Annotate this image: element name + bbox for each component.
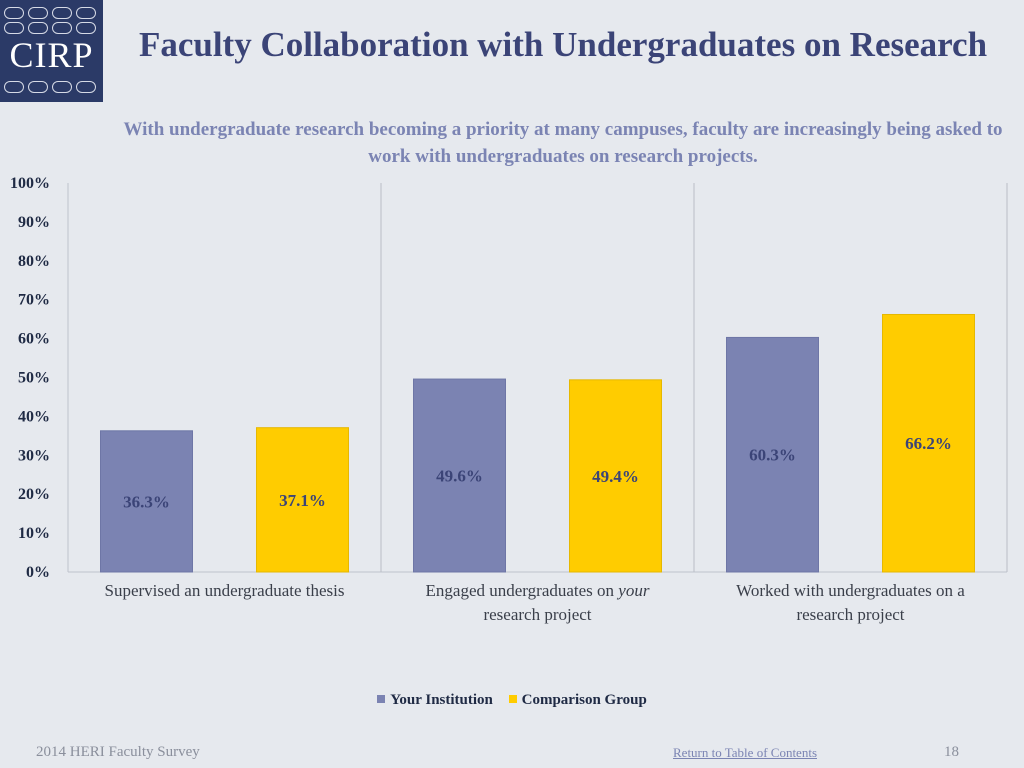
data-label: 66.2% — [905, 434, 952, 453]
bar-institution — [726, 336, 819, 573]
data-label: 49.6% — [436, 467, 483, 486]
legend-label-comparison: Comparison Group — [521, 692, 647, 708]
bar-chart: 0% 10% 20% 30% 40% 50% 60% 70% 80% 90% 100% 36.3% 37… — [10, 175, 1008, 624]
y-tick-label: 30% — [18, 447, 50, 464]
legend-swatch-institution — [377, 694, 386, 703]
page-number: 18 — [944, 744, 959, 760]
y-tick-label: 90% — [18, 214, 50, 231]
x-category-label: Engaged undergraduates on your research p… — [426, 581, 650, 624]
legend-item-comparison: Comparison Group — [508, 692, 647, 709]
cirp-logo: CIRP — [0, 0, 103, 102]
table-of-contents-link[interactable]: Return to Table of Contents — [673, 745, 817, 760]
y-tick-label: 20% — [18, 486, 50, 503]
bar-comparison — [882, 313, 975, 573]
y-tick-label: 60% — [18, 331, 50, 348]
legend-item-institution: Your Institution — [377, 692, 493, 709]
data-label: 36.3% — [123, 492, 170, 511]
y-tick-label: 70% — [18, 292, 50, 309]
bar-comparison — [569, 379, 662, 573]
chart-legend: Your Institution Comparison Group — [0, 692, 1024, 709]
bar-comparison — [256, 427, 349, 573]
page-title: Faculty Collaboration with Undergraduate… — [138, 25, 988, 64]
y-tick-label: 10% — [18, 525, 50, 542]
y-tick-label: 50% — [18, 370, 50, 387]
legend-swatch-comparison — [508, 694, 517, 703]
page-subtitle: With undergraduate research becoming a p… — [123, 119, 1003, 167]
y-tick-label: 40% — [18, 408, 50, 425]
logo-text: CIRP — [9, 35, 94, 75]
y-tick-label: 0% — [26, 564, 50, 581]
legend-label-institution: Your Institution — [390, 692, 493, 708]
y-tick-label: 80% — [18, 253, 50, 270]
footer-survey-name: 2014 HERI Faculty Survey — [36, 744, 200, 760]
data-label: 37.1% — [279, 491, 326, 510]
x-category-label: Supervised an undergraduate thesis — [105, 581, 345, 600]
data-label: 60.3% — [749, 446, 796, 465]
data-label: 49.4% — [592, 467, 639, 486]
y-tick-label: 100% — [10, 175, 50, 192]
bar-institution — [100, 430, 193, 573]
bar-institution — [413, 378, 506, 573]
x-category-label: Worked with undergraduates on a research … — [736, 581, 965, 624]
